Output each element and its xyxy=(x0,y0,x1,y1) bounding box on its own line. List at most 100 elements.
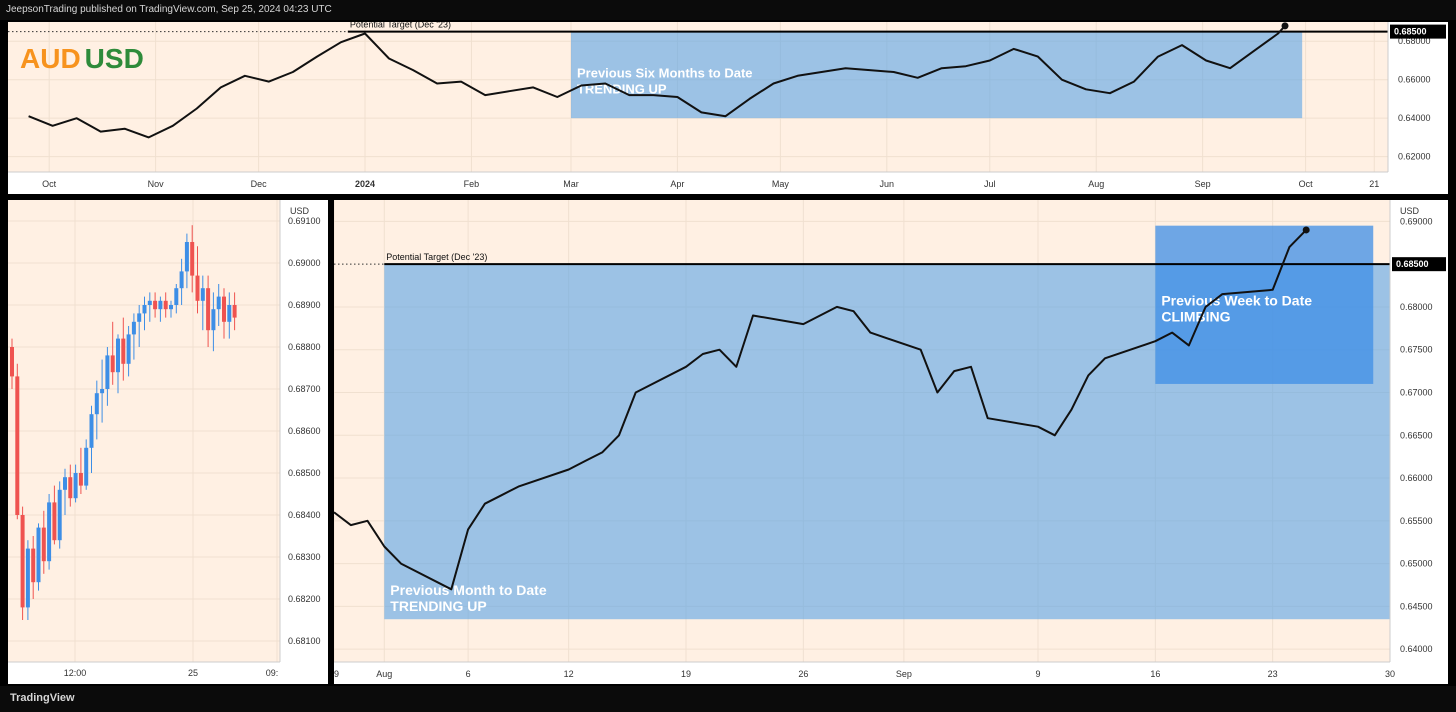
y-tick-label: 0.68200 xyxy=(288,594,321,604)
candle-body xyxy=(222,296,226,322)
candle-body xyxy=(110,355,115,373)
candle-body xyxy=(195,275,200,301)
candle-body xyxy=(36,527,41,583)
x-tick-label: Sep xyxy=(1195,179,1211,189)
y-tick-label: 0.69000 xyxy=(288,258,321,268)
zone-label: TRENDING UP xyxy=(577,82,667,97)
y-tick-label: 0.62000 xyxy=(1398,152,1431,162)
x-axis-bg xyxy=(8,662,328,684)
candle-body xyxy=(174,288,179,305)
chart-panel-left[interactable]: USD 0.69100 0.69000 0.68900 0.68800 0.68700 0.… xyxy=(8,200,328,684)
candle-body xyxy=(147,300,152,305)
x-tick-label: 6 xyxy=(466,669,471,679)
symbol-base: AUD xyxy=(20,43,81,74)
data-point xyxy=(1281,22,1289,30)
chart-panel-top[interactable]: Potential Target (Dec '23) Previous Six M… xyxy=(8,20,1448,194)
publisher-text: JeepsonTrading published on TradingView.… xyxy=(6,4,332,15)
publish-header: JeepsonTrading published on TradingView.… xyxy=(0,0,1456,20)
candle-body xyxy=(20,515,25,608)
candle-body xyxy=(116,338,120,373)
x-tick-label: 25 xyxy=(188,668,198,678)
candle-body xyxy=(163,300,168,310)
y-tick-label: 0.66500 xyxy=(1400,430,1433,440)
x-tick-label: 26 xyxy=(798,669,808,679)
x-tick-label: 12:00 xyxy=(64,668,87,678)
footer-bar: TradingView xyxy=(0,686,1456,712)
candle-body xyxy=(131,321,136,335)
y-tick-label: 0.69100 xyxy=(288,216,321,226)
zone-label: CLIMBING xyxy=(1161,309,1230,325)
x-tick-label: 16 xyxy=(1150,669,1160,679)
y-tick-label: 0.67000 xyxy=(1400,388,1433,398)
candle-body xyxy=(10,347,14,377)
price-line xyxy=(28,25,1286,139)
chart-svg-top[interactable]: Potential Target (Dec '23) Previous Six M… xyxy=(8,20,1448,194)
x-tick-label: Dec xyxy=(251,179,268,189)
candle-body xyxy=(94,393,99,415)
y-tick-label: 0.66000 xyxy=(1398,75,1431,85)
x-tick-label: 09: xyxy=(266,668,279,678)
symbol-title: AUD USD xyxy=(20,43,144,74)
candle-body xyxy=(84,447,89,486)
candle-body xyxy=(89,414,94,448)
x-tick-label: Nov xyxy=(148,179,165,189)
symbol-quote: USD xyxy=(85,43,144,74)
x-tick-label: Jun xyxy=(880,179,895,189)
y-tick-label: 0.68000 xyxy=(1398,36,1431,46)
currency-label: USD xyxy=(1400,206,1420,216)
y-tick-label: 0.68400 xyxy=(288,510,321,520)
tradingview-logo: TradingView xyxy=(10,692,75,704)
x-tick-label: May xyxy=(772,179,790,189)
candle-body xyxy=(142,305,147,314)
y-tick-label: 0.68500 xyxy=(288,468,321,478)
candle-body xyxy=(184,242,189,272)
y-tick-label: 0.68900 xyxy=(288,300,321,310)
y-tick-label: 0.69000 xyxy=(1400,216,1433,226)
candle-body xyxy=(105,355,110,389)
y-tick-label: 0.68800 xyxy=(288,342,321,352)
x-tick-label: Jul xyxy=(984,179,996,189)
y-axis-bg xyxy=(280,200,328,684)
candle-body xyxy=(126,334,131,364)
zone-label: Previous Month to Date xyxy=(390,582,547,598)
x-tick-label: Aug xyxy=(1088,179,1104,189)
candle-body xyxy=(137,313,142,322)
x-tick-label: 21 xyxy=(1369,179,1379,189)
y-tick-label: 0.68000 xyxy=(1400,302,1433,312)
candle-body xyxy=(15,376,20,515)
y-tick-label: 0.68700 xyxy=(288,384,321,394)
currency-label: USD xyxy=(290,206,310,216)
candle-body xyxy=(232,305,237,318)
chart-panel-right[interactable]: Potential Target (Dec '23) Previous Month… xyxy=(329,200,1448,684)
y-tick-label: 0.65000 xyxy=(1400,559,1433,569)
x-tick-label: Oct xyxy=(42,179,57,189)
candle-body xyxy=(100,389,105,394)
candle-body xyxy=(169,305,173,310)
y-tick-label: 0.67500 xyxy=(1400,345,1433,355)
target-price-badge xyxy=(1390,24,1446,39)
target-price-badge xyxy=(1392,257,1446,272)
candle-body xyxy=(121,338,126,364)
candle-body xyxy=(25,548,30,608)
target-price-label: 0.68500 xyxy=(1396,259,1429,269)
x-axis-bg xyxy=(8,172,1448,194)
chart-svg-right[interactable]: Potential Target (Dec '23) Previous Month… xyxy=(329,200,1448,684)
y-axis-bg xyxy=(1388,22,1448,194)
y-tick-label: 0.65500 xyxy=(1400,516,1433,526)
x-tick-label: 12 xyxy=(564,669,574,679)
target-label: Potential Target (Dec '23) xyxy=(386,252,487,262)
candle-body xyxy=(73,473,78,499)
candle-body xyxy=(158,300,163,310)
x-tick-label: 19 xyxy=(681,669,691,679)
candle-body xyxy=(227,305,232,322)
zone-label: Previous Six Months to Date xyxy=(577,66,753,81)
x-tick-label: Sep xyxy=(896,669,912,679)
x-tick-label: 2024 xyxy=(355,179,375,189)
x-tick-label: Oct xyxy=(1299,179,1314,189)
zone-label: TRENDING UP xyxy=(390,598,486,614)
candle-body xyxy=(78,473,83,486)
candle-body xyxy=(63,477,67,490)
candle-body xyxy=(68,477,73,499)
x-tick-label: Apr xyxy=(670,179,684,189)
